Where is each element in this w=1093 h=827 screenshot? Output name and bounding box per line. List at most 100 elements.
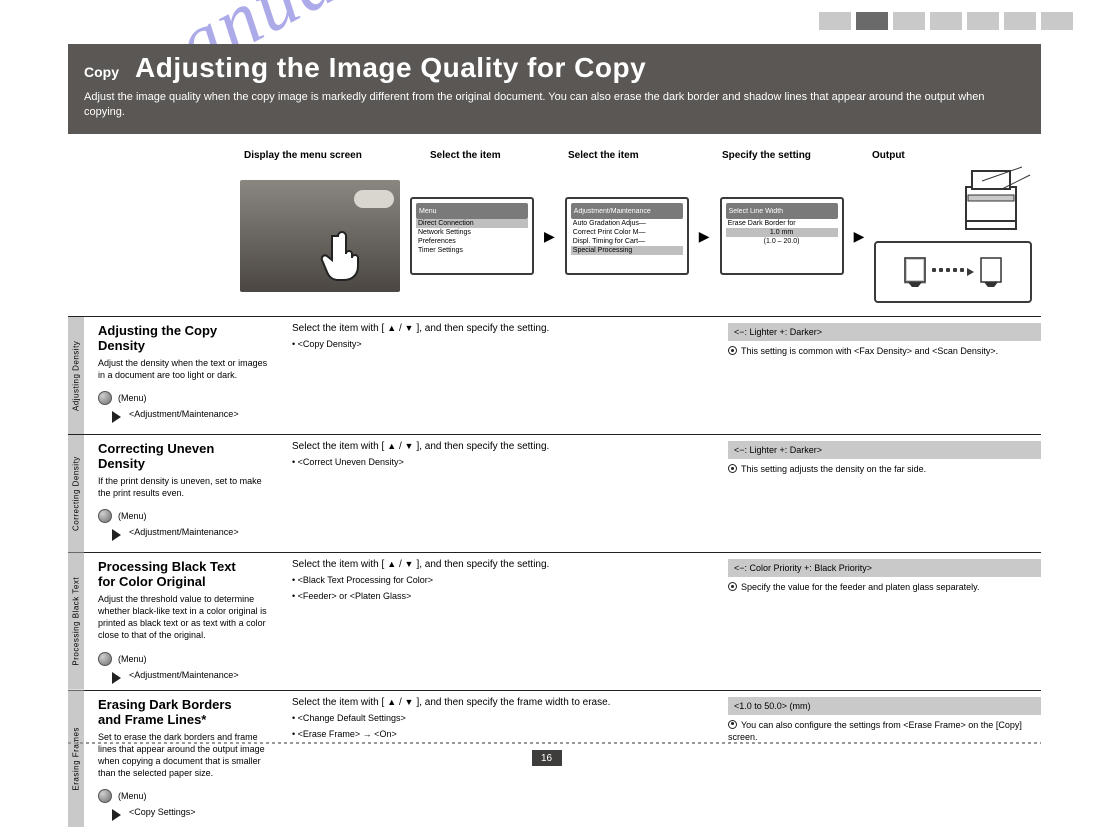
page-number: 16 (532, 750, 562, 766)
note-icon (728, 720, 737, 729)
tab-4[interactable] (967, 12, 999, 30)
lcd-menu-3: Select Line Width Erase Dark Border for … (720, 197, 844, 275)
lcd3-title: Select Line Width (726, 208, 783, 215)
setting-title-line1: Processing Black Text (98, 559, 236, 574)
updown-arrows-icon: ▲ / ▼ (387, 697, 413, 708)
menu-path-text: <Adjustment/Maintenance> (129, 527, 239, 537)
bullet-item: <Black Text Processing for Color> (292, 574, 710, 586)
setting-title-line1: Erasing Dark Borders (98, 697, 232, 712)
setting-title-line2: Density (98, 338, 145, 353)
updown-arrows-icon: ▲ / ▼ (387, 441, 413, 452)
banner-category: Copy (84, 64, 119, 80)
progress-dots-icon (932, 268, 974, 276)
arrow-right-icon (112, 809, 121, 821)
setting-vertical-label: Processing Black Text (68, 553, 84, 690)
note-icon (728, 346, 737, 355)
bullet-item: <Erase Frame> → <On> (292, 728, 710, 740)
setting-vertical-label: Adjusting Density (68, 317, 84, 434)
setting-copy-density: Adjusting Density Adjusting the Copy Den… (68, 316, 1041, 434)
updown-arrows-icon: ▲ / ▼ (387, 559, 413, 570)
menu-path-text: <Adjustment/Maintenance> (129, 409, 239, 419)
setting-desc: Adjust the density when the text or imag… (98, 357, 274, 381)
setting-title-line1: Correcting Uneven (98, 441, 214, 456)
result-range-bar: <−: Color Priority +: Black Priority> (728, 559, 1041, 577)
lcd-menu-1: Menu Direct Connection Network Settings … (410, 197, 534, 275)
arrow-right-icon: ▶ (854, 228, 865, 245)
result-note: Specify the value for the feeder and pla… (728, 581, 1041, 593)
lcd1-row-1: Network Settings (418, 229, 471, 236)
setting-uneven-density: Correcting Density Correcting Uneven Den… (68, 434, 1041, 552)
menu-hint: (Menu) (118, 791, 147, 801)
setting-black-text: Processing Black Text Processing Black T… (68, 552, 1041, 690)
bullet-item: <Copy Density> (292, 338, 710, 350)
page-banner: Copy Adjusting the Image Quality for Cop… (68, 44, 1041, 134)
lcd-menu-2: Adjustment/Maintenance Auto Gradation Ad… (565, 197, 689, 275)
menu-hint: (Menu) (118, 654, 147, 664)
menu-button-icon (98, 391, 112, 405)
menu-path-text: <Copy Settings> (129, 807, 196, 817)
arrow-right-icon (112, 672, 121, 684)
arrow-right-icon: ▶ (544, 228, 555, 245)
setting-title-line2: for Color Original (98, 574, 206, 589)
lcd1-title: Menu (416, 208, 437, 215)
tab-3[interactable] (930, 12, 962, 30)
tab-2[interactable] (893, 12, 925, 30)
section-tabs (819, 12, 1073, 30)
page-title: Adjusting the Image Quality for Copy (135, 52, 646, 84)
lcd3-row-2: (1.0 – 20.0) (764, 238, 800, 245)
menu-button-icon (98, 509, 112, 523)
result-note: You can also configure the settings from… (728, 719, 1041, 743)
output-illustration (874, 157, 1032, 303)
tab-6[interactable] (1041, 12, 1073, 30)
lcd3-row-0: Erase Dark Border for (728, 220, 796, 227)
setting-vertical-label: Correcting Density (68, 435, 84, 552)
menu-hint: (Menu) (118, 393, 147, 403)
tab-5[interactable] (1004, 12, 1036, 30)
lcd1-row-2: Preferences (418, 238, 456, 245)
hand-pointer-icon (318, 230, 362, 282)
result-range-bar: <1.0 to 50.0> (mm) (728, 697, 1041, 715)
menu-button-icon (98, 789, 112, 803)
updown-arrows-icon: ▲ / ▼ (387, 323, 413, 334)
setting-title-line2: Density (98, 456, 145, 471)
tab-0[interactable] (819, 12, 851, 30)
arrow-right-icon (112, 529, 121, 541)
menu-hint: (Menu) (118, 511, 147, 521)
setting-vertical-label: Erasing Frames (68, 691, 84, 827)
instruction-line: Select the item with [▲ / ▼], and then s… (292, 441, 710, 452)
lcd2-row-2: Displ. Timing for Cart— (573, 238, 645, 245)
menu-path-text: <Adjustment/Maintenance> (129, 670, 239, 680)
lcd2-row-1: Correct Print Color M— (573, 229, 646, 236)
lcd3-row-1: 1.0 mm (770, 229, 793, 236)
lcd2-row-0: Auto Gradation Adjus— (573, 220, 646, 227)
arrow-right-icon: ▶ (699, 228, 710, 245)
bullet-item: <Feeder> or <Platen Glass> (292, 590, 710, 602)
bullet-item: <Change Default Settings> (292, 712, 710, 724)
page-subtitle: Adjust the image quality when the copy i… (84, 90, 1025, 120)
lcd2-row-3: Special Processing (573, 247, 633, 254)
lcd1-row-3: Timer Settings (418, 247, 463, 254)
control-panel-photo (240, 180, 400, 292)
result-range-bar: <−: Lighter +: Darker> (728, 441, 1041, 459)
lcd2-title: Adjustment/Maintenance (571, 208, 651, 215)
setting-desc: Set to erase the dark borders and frame … (98, 731, 274, 780)
instruction-line: Select the item with [▲ / ▼], and then s… (292, 559, 710, 570)
note-icon (728, 582, 737, 591)
instruction-line: Select the item with [▲ / ▼], and then s… (292, 323, 710, 334)
setting-desc: Adjust the threshold value to determine … (98, 593, 274, 642)
setting-title-line2: and Frame Lines* (98, 712, 206, 727)
printer-icon (952, 157, 1032, 237)
menu-button-icon (98, 652, 112, 666)
illustration-row: Menu Direct Connection Network Settings … (240, 150, 1041, 300)
instruction-line: Select the item with [▲ / ▼], and then s… (292, 697, 710, 708)
lcd1-row-0: Direct Connection (418, 220, 474, 227)
setting-desc: If the print density is uneven, set to m… (98, 475, 274, 499)
output-comparison-box (874, 241, 1032, 303)
note-icon (728, 464, 737, 473)
tab-1[interactable] (856, 12, 888, 30)
result-note: This setting is common with <Fax Density… (728, 345, 1041, 357)
bottom-divider (68, 742, 1041, 744)
bullet-item: <Correct Uneven Density> (292, 456, 710, 468)
result-note: This setting adjusts the density on the … (728, 463, 1041, 475)
setting-title-line1: Adjusting the Copy (98, 323, 217, 338)
